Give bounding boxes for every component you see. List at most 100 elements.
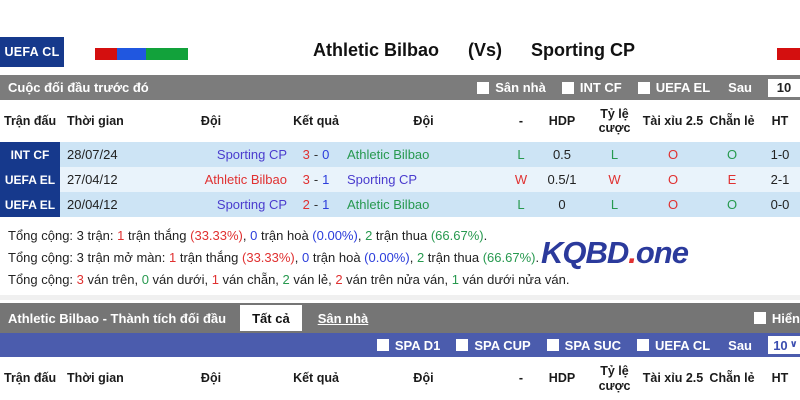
- page-header: UEFA CL Athletic Bilbao (Vs) Sporting CP: [0, 0, 800, 75]
- filter-spa-cup[interactable]: SPA CUP: [456, 338, 531, 353]
- col-header-result: Kết quả: [293, 113, 339, 128]
- score-separator: -: [313, 197, 319, 212]
- section-title: Cuộc đối đầu trước đó: [8, 80, 149, 95]
- filter-uefa-el[interactable]: UEFA EL: [637, 80, 711, 95]
- col-header-dash: -: [518, 113, 524, 128]
- away-team-link[interactable]: Athletic Bilbao: [347, 147, 430, 162]
- history-section-title: Athletic Bilbao - Thành tích đối đầu: [8, 310, 227, 326]
- page-size-select[interactable]: 10 ∨: [768, 336, 800, 354]
- history-table-header-row: Trận đấu Thời gian Đội Kết quả Đội - HDP…: [0, 357, 800, 400]
- match-date: 27/04/12: [67, 172, 118, 187]
- over-under-result: O: [667, 197, 679, 212]
- odd-even-result: O: [726, 197, 738, 212]
- col-header-odd-even: Chẵn lẻ: [709, 371, 755, 386]
- checkbox-icon[interactable]: [637, 339, 650, 351]
- filter-int-cf[interactable]: INT CF: [561, 80, 622, 95]
- col-header-time: Thời gian: [67, 113, 124, 128]
- filter-label: INT CF: [579, 80, 622, 95]
- filter-spa-suc[interactable]: SPA SUC: [546, 337, 622, 353]
- checkbox-icon[interactable]: [456, 339, 469, 351]
- over-under-result: O: [667, 172, 679, 187]
- flag-bar-right-icon: [777, 48, 800, 60]
- section-divider: [0, 295, 800, 300]
- flag-green-segment: [146, 48, 188, 60]
- col-header-away: Đội: [413, 371, 434, 386]
- odds-result: L: [610, 197, 619, 212]
- table-row: INT CF 28/07/24 Sporting CP 3 - 0 Athlet…: [0, 142, 800, 167]
- after-label: Sau: [728, 337, 752, 353]
- checkbox-icon[interactable]: [561, 81, 574, 94]
- filter-label: Sân nhà: [495, 80, 546, 95]
- home-team-link[interactable]: Athletic Bilbao: [204, 172, 287, 187]
- checkbox-icon[interactable]: [637, 81, 650, 94]
- col-header-odd-even: Chẵn lẻ: [709, 113, 755, 128]
- home-goals: 3: [302, 172, 310, 187]
- after-label: Sau: [728, 80, 752, 95]
- result-letter: L: [517, 147, 525, 162]
- score-cell: 2 - 1: [290, 192, 342, 217]
- handicap-value: 0: [558, 197, 566, 212]
- checkbox-icon[interactable]: [376, 339, 389, 351]
- halftime-score: 1-0: [770, 147, 790, 162]
- col-header-time: Thời gian: [67, 371, 124, 386]
- summary-block: Tổng cộng: 3 trận: 1 trận thắng (33.33%)…: [0, 217, 800, 295]
- checkbox-icon[interactable]: [753, 312, 766, 324]
- filter-label: UEFA EL: [655, 80, 711, 95]
- odd-even-result: E: [727, 172, 737, 187]
- filter-label: SPA SUC: [564, 337, 622, 353]
- league-cell: UEFA EL: [0, 192, 60, 217]
- col-header-over-under: Tài xỉu 2.5: [642, 113, 704, 128]
- col-header-match: Trận đấu: [4, 113, 57, 128]
- table-row: UEFA EL 20/04/12 Sporting CP 2 - 1 Athle…: [0, 192, 800, 217]
- col-header-home: Đội: [200, 113, 222, 128]
- filter-spa-d1[interactable]: SPA D1: [376, 337, 441, 353]
- table-body: INT CF 28/07/24 Sporting CP 3 - 0 Athlet…: [0, 142, 800, 217]
- score-cell: 3 - 1: [290, 167, 342, 192]
- flag-red-segment: [95, 48, 117, 60]
- home-team-link[interactable]: Sporting CP: [216, 197, 287, 212]
- tab-all[interactable]: Tất cả: [240, 305, 302, 331]
- checkbox-icon[interactable]: [477, 81, 490, 94]
- flag-blue-segment: [117, 48, 146, 60]
- home-goals: 3: [302, 147, 310, 162]
- halftime-score: 0-0: [770, 197, 790, 212]
- away-team-link[interactable]: Athletic Bilbao: [347, 197, 430, 212]
- away-goals: 1: [322, 197, 330, 212]
- filter-label: UEFA CL: [655, 337, 711, 353]
- handicap-value: 0.5: [552, 147, 572, 162]
- col-header-result: Kết quả: [293, 371, 339, 386]
- tab-home[interactable]: Sân nhà: [317, 310, 369, 326]
- match-date: 28/07/24: [67, 147, 118, 162]
- checkbox-icon[interactable]: [546, 339, 559, 351]
- flag-red-segment: [777, 48, 800, 60]
- away-goals: 1: [322, 172, 330, 187]
- col-header-home: Đội: [200, 371, 222, 386]
- filter-checkbox-group: Sân nhà INT CF UEFA EL: [477, 80, 710, 95]
- filter-label: SPA D1: [394, 337, 441, 353]
- col-header-away: Đội: [413, 113, 434, 128]
- col-header-over-under: Tài xỉu 2.5: [642, 371, 704, 386]
- summary-line: Tổng cộng: 3 ván trên, 0 ván dưới, 1 ván…: [8, 272, 570, 287]
- odd-even-result: O: [726, 147, 738, 162]
- history-section-bar: Athletic Bilbao - Thành tích đối đầu Tất…: [0, 303, 800, 333]
- show-toggle[interactable]: Hiển: [753, 310, 800, 326]
- col-header-match: Trận đấu: [4, 371, 57, 386]
- col-header-ht: HT: [771, 113, 789, 128]
- show-label: Hiển: [771, 310, 800, 326]
- over-under-result: O: [667, 147, 679, 162]
- page-size-select[interactable]: 10: [768, 78, 800, 97]
- score-separator: -: [313, 172, 319, 187]
- h2h-filter-controls: Sân nhà INT CF UEFA EL Sau 10: [477, 78, 800, 97]
- home-team-link[interactable]: Sporting CP: [216, 147, 287, 162]
- match-date: 20/04/12: [67, 197, 118, 212]
- filter-uefa-cl[interactable]: UEFA CL: [637, 338, 710, 353]
- col-header-dash: -: [518, 371, 524, 386]
- away-team-link[interactable]: Sporting CP: [347, 172, 418, 187]
- h2h-table: Trận đấu Thời gian Đội Kết quả Đội - HDP…: [0, 100, 800, 217]
- handicap-value: 0.5/1: [547, 172, 577, 187]
- kqbd-logo: KQBD.one: [540, 235, 689, 270]
- col-header-hdp: HDP: [548, 371, 576, 386]
- filter-sân-nhà[interactable]: Sân nhà: [477, 80, 546, 95]
- table-row: UEFA EL 27/04/12 Athletic Bilbao 3 - 1 S…: [0, 167, 800, 192]
